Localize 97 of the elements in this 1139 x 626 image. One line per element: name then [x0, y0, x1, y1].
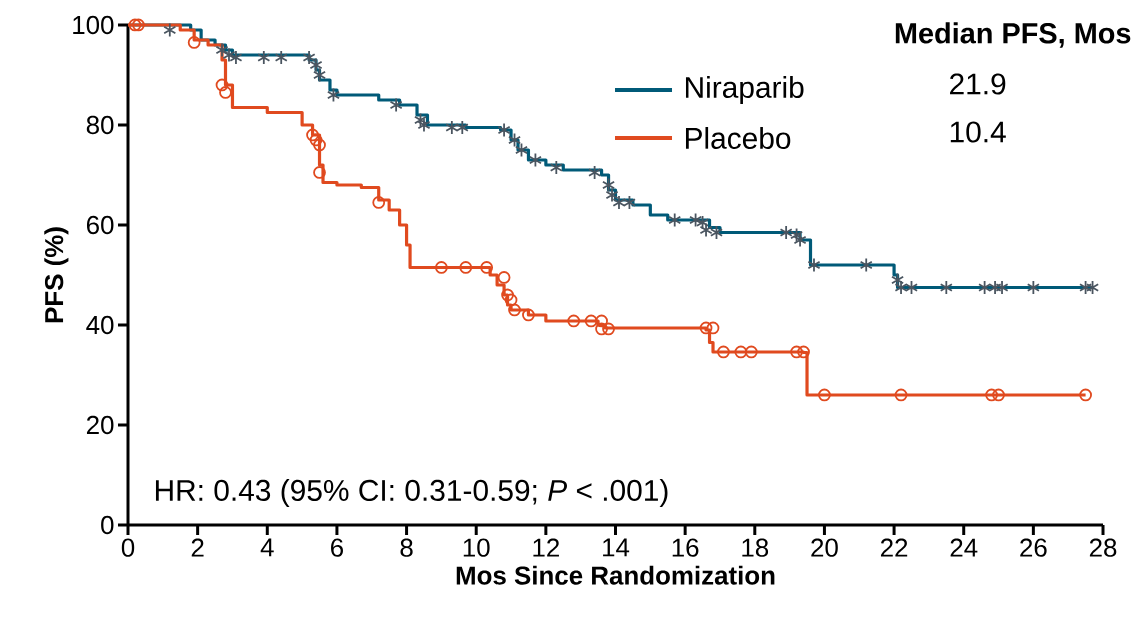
y-tick-label: 100	[73, 15, 114, 35]
point	[309, 133, 323, 147]
point	[445, 120, 459, 135]
point	[313, 138, 326, 152]
point	[1086, 280, 1100, 295]
point	[939, 280, 953, 295]
y-tick-label: 80	[86, 115, 114, 135]
point	[744, 345, 758, 359]
annotation: 10.4	[950, 121, 1006, 143]
x-tick-label: 0	[121, 538, 135, 557]
x-tick-label: 26	[1020, 538, 1047, 557]
point	[417, 117, 431, 133]
point	[1079, 388, 1092, 402]
point	[797, 345, 810, 359]
point	[734, 345, 748, 359]
x-tick-label: 22	[880, 538, 908, 557]
x-tick-label: 14	[603, 538, 630, 557]
point	[992, 388, 1005, 402]
point	[497, 122, 511, 138]
point	[859, 257, 873, 273]
point	[706, 321, 720, 335]
point	[274, 50, 288, 65]
point	[985, 388, 998, 402]
point	[1079, 280, 1093, 295]
point	[595, 314, 608, 328]
point	[779, 225, 793, 240]
point	[709, 225, 723, 240]
point	[818, 388, 831, 402]
point	[1026, 280, 1040, 295]
point	[549, 160, 563, 175]
x-tick-label: 20	[811, 538, 838, 557]
point	[668, 212, 682, 228]
point	[372, 196, 386, 209]
point	[904, 280, 918, 295]
point	[187, 36, 201, 49]
point	[602, 322, 615, 336]
point	[622, 195, 636, 210]
x-tick-label: 6	[331, 538, 343, 557]
point	[689, 212, 703, 228]
legend-label: Niraparib	[685, 76, 804, 104]
point	[128, 18, 142, 32]
point	[995, 280, 1009, 295]
y-tick-label: 60	[86, 215, 114, 235]
point	[480, 261, 494, 274]
x-tick-label: 4	[260, 538, 274, 557]
point	[588, 165, 602, 180]
y-tick-label: 0	[101, 515, 114, 535]
legend-title: Median PFS, Mos	[895, 22, 1131, 48]
annotation: HR: 0.43 (95% CI: 0.31-0.59; P < .001)	[155, 479, 668, 507]
point	[978, 280, 992, 295]
point	[389, 97, 403, 113]
annotation: 21.9	[950, 73, 1006, 95]
point	[215, 42, 229, 58]
point	[313, 166, 326, 179]
point	[163, 22, 177, 38]
point	[222, 47, 236, 63]
point	[793, 232, 807, 248]
x-tick-label: 2	[191, 538, 204, 557]
point	[584, 314, 598, 328]
point	[595, 322, 608, 336]
point	[790, 227, 804, 243]
point	[306, 128, 319, 142]
x-tick-label: 12	[533, 538, 559, 557]
point	[699, 321, 713, 335]
point	[807, 257, 821, 273]
point	[504, 293, 518, 307]
point	[455, 120, 469, 135]
point	[717, 345, 730, 359]
point	[229, 50, 243, 65]
point	[988, 280, 1002, 295]
x-tick-label: 8	[400, 538, 413, 557]
x-tick-label: 24	[950, 538, 978, 557]
x-tick-label: 18	[742, 538, 769, 557]
x-axis-title: Mos Since Randomization	[456, 565, 775, 585]
point	[528, 152, 542, 168]
x-tick-label: 16	[672, 538, 699, 557]
y-tick-label: 40	[86, 315, 114, 335]
point	[567, 314, 581, 328]
legend-label: Placebo	[685, 127, 791, 149]
point	[257, 50, 271, 65]
point	[132, 18, 145, 32]
point	[459, 261, 473, 274]
point	[435, 261, 448, 274]
x-tick-label: 28	[1089, 538, 1117, 557]
point	[522, 308, 535, 322]
point	[508, 303, 521, 317]
point	[219, 86, 232, 99]
point	[413, 112, 428, 128]
x-tick-label: 10	[463, 538, 490, 557]
y-tick-label: 20	[86, 415, 114, 435]
point	[501, 288, 514, 302]
point	[894, 388, 908, 402]
point	[790, 345, 803, 359]
point	[215, 78, 229, 92]
point	[497, 271, 511, 284]
point	[326, 87, 340, 103]
y-axis-title: PFS (%)	[44, 227, 69, 323]
